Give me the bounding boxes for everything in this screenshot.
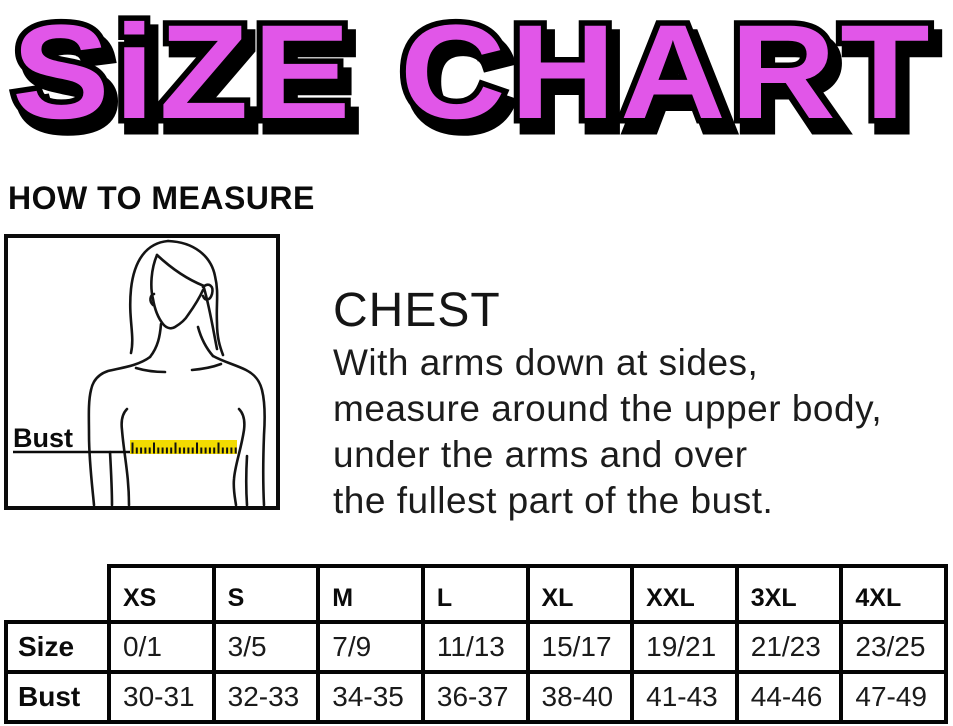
bust-row: Bust 30-31 32-33 34-35 36-37 38-40 41-43…: [4, 670, 948, 724]
left-collarbone: [134, 366, 167, 374]
bust-value-cell: 34-35: [316, 670, 425, 724]
bust-value-cell: 38-40: [525, 670, 635, 724]
size-table: XS S M L XL XXL 3XL 4XL Size 0/1 3/5 7/9…: [4, 564, 948, 724]
size-value-cell: 21/23: [734, 620, 844, 674]
chest-instructions: CHEST With arms down at sides, measure a…: [333, 282, 882, 524]
size-col-header-xxl: XXL: [630, 564, 739, 624]
right-arm-inner-line: [244, 454, 249, 506]
chest-instruction-line: measure around the upper body,: [333, 388, 883, 429]
size-col-header-xs: XS: [107, 564, 216, 624]
title-text: SiZE CHART: [12, 0, 934, 147]
size-value-cell: 11/13: [420, 620, 530, 674]
size-col-header-l: L: [420, 564, 530, 624]
bust-value-cell: 41-43: [630, 670, 739, 724]
left-ear: [149, 292, 156, 307]
size-table-header-row: XS S M L XL XXL 3XL 4XL: [6, 564, 948, 624]
size-row: Size 0/1 3/5 7/9 11/13 15/17 19/21 21/23…: [4, 620, 948, 674]
woman-outline-illustration: Bust: [13, 239, 266, 506]
hair-left-outline: [128, 239, 170, 355]
size-value-cell: 3/5: [211, 620, 321, 674]
bust-value-cell: 47-49: [839, 670, 948, 724]
size-value-cell: 0/1: [107, 620, 216, 674]
chest-heading: CHEST: [333, 284, 501, 337]
how-to-measure-heading: HOW TO MEASURE: [8, 180, 315, 216]
bust-value-cell: 30-31: [107, 670, 216, 724]
bust-value-cell: 32-33: [211, 670, 321, 724]
bust-value-cell: 44-46: [734, 670, 844, 724]
size-col-header-m: M: [316, 564, 425, 624]
right-shoulder-arm: [211, 354, 266, 506]
bust-row-label: Bust: [4, 670, 111, 724]
left-arm-inner-line: [108, 450, 114, 506]
face-outline: [150, 253, 205, 330]
chest-instruction-line: the fullest part of the bust.: [333, 480, 774, 521]
chest-instruction-line: under the arms and over: [333, 434, 748, 475]
hair-inner-strand: [202, 286, 219, 351]
neck-right-line: [196, 325, 215, 358]
size-value-cell: 19/21: [630, 620, 739, 674]
measure-figure-box: Bust: [4, 234, 280, 510]
left-shoulder-arm: [87, 355, 152, 506]
woman-line-drawing: [87, 239, 266, 506]
size-col-header-s: S: [211, 564, 321, 624]
right-collarbone: [190, 362, 223, 372]
hair-fringe-line: [155, 253, 206, 288]
right-ear: [201, 283, 214, 301]
tape-tick-marks: [130, 440, 237, 454]
measuring-tape: [130, 440, 237, 454]
table-corner-blank-cell: [6, 566, 109, 622]
neck-left-line: [148, 322, 163, 359]
bust-value-cell: 36-37: [420, 670, 530, 724]
hair-right-outline: [166, 239, 225, 357]
size-value-cell: 7/9: [316, 620, 425, 674]
size-row-label: Size: [4, 620, 111, 674]
size-col-header-4xl: 4XL: [839, 564, 948, 624]
size-value-cell: 23/25: [839, 620, 948, 674]
page-title: SiZE CHART SiZE CHART: [7, 0, 944, 164]
torso-right-side: [232, 407, 246, 506]
title-shadow-text: SiZE CHART: [19, 8, 941, 157]
torso-left-side: [120, 407, 131, 506]
chest-instruction-line: With arms down at sides,: [333, 342, 759, 383]
size-col-header-3xl: 3XL: [734, 564, 844, 624]
size-col-header-xl: XL: [525, 564, 635, 624]
size-value-cell: 15/17: [525, 620, 635, 674]
bust-label: Bust: [13, 423, 73, 453]
